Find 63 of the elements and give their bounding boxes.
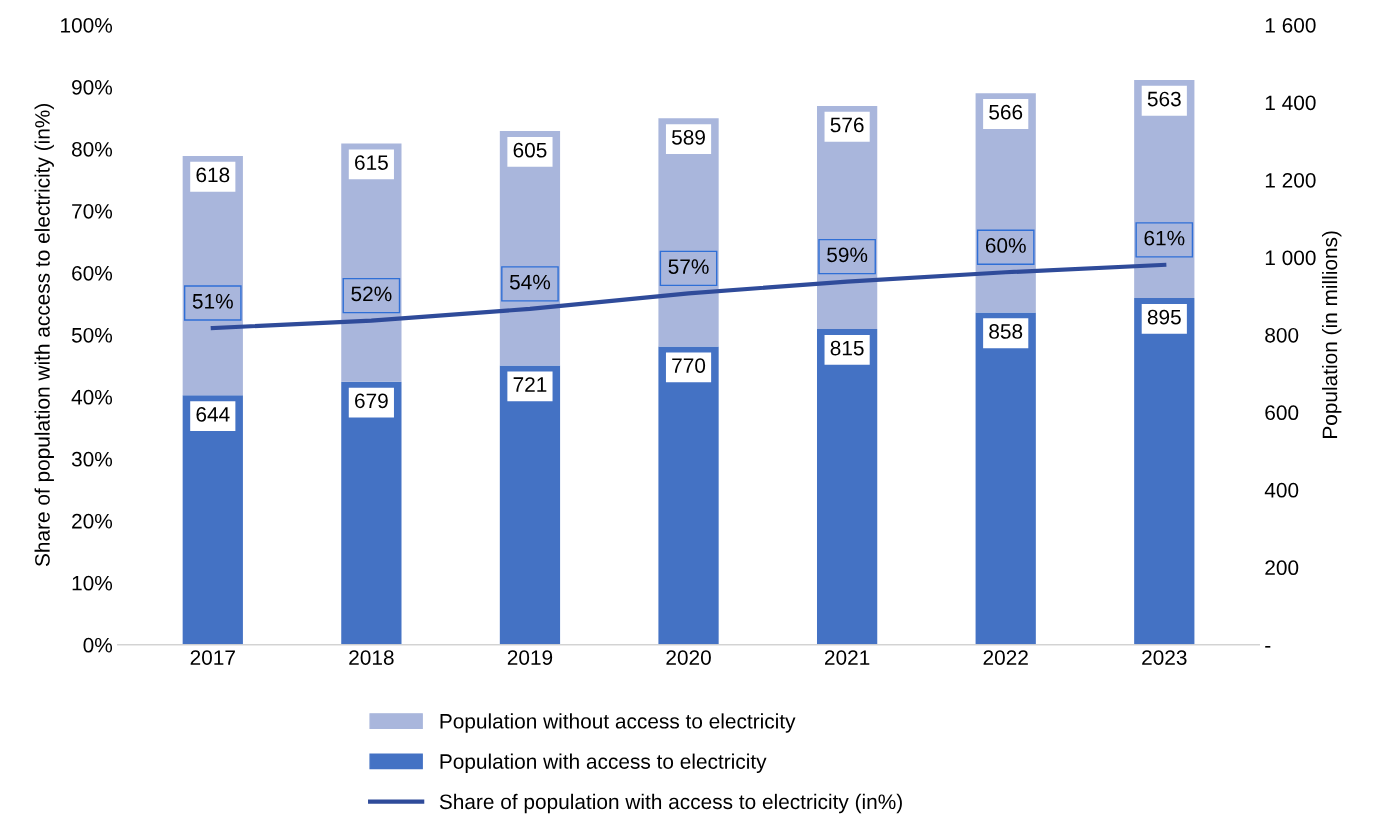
x-tick-label: 2023 [1142,650,1187,665]
data-label: 615 [355,155,388,170]
data-label: 815 [830,340,864,356]
data-label: 721 [513,377,547,392]
bar [499,365,561,645]
bar [658,346,719,645]
bar [182,155,243,396]
x-tick-label: 2019 [507,650,553,665]
data-label: 895 [1147,309,1181,325]
data-label: 52% [351,286,392,302]
y2-tick-label: 1 600 [1265,17,1316,33]
x-tick-label: 2018 [349,650,394,665]
y-tick-label: 20% [72,513,113,529]
bar [341,381,402,645]
data-label: 576 [830,117,864,133]
data-label: 57% [668,259,709,274]
y2-tick-label: 800 [1265,327,1299,343]
x-tick-label: 2021 [825,650,870,665]
legend-label: Population without access to electricity [440,713,796,733]
y-tick-label: 0% [83,637,113,653]
bar [975,312,1036,645]
data-label: 679 [355,393,388,409]
bar [341,143,402,382]
y-tick-label: 40% [71,389,113,405]
data-label: 61% [1144,230,1185,246]
data-label: 51% [192,293,233,309]
y2-tick-label: - [1265,646,1271,648]
y-axis-title: Share of population with access to electricity (in%) [34,103,54,567]
bar [816,329,878,645]
data-label: 605 [513,142,547,158]
legend-label: Share of population with access to electricity (in%) [439,793,902,814]
bar [182,395,243,645]
data-label: 770 [672,358,706,373]
y-tick-label: 90% [72,79,113,95]
y2-tick-label: 400 [1264,482,1299,498]
data-label: 618 [196,167,230,183]
y2-tick-label: 200 [1265,560,1299,576]
y-tick-label: 100% [61,17,113,33]
y2-axis-title: Population (in millions) [1321,231,1342,438]
bar [658,118,719,347]
y-tick-label: 50% [71,327,113,343]
data-label: 59% [827,247,868,263]
y-tick-label: 60% [72,265,113,281]
y-tick-label: 10% [72,575,113,591]
bar [1134,298,1195,645]
x-tick-label: 2022 [983,650,1028,665]
y2-tick-label: 1 000 [1265,250,1316,266]
data-label: 60% [985,238,1026,253]
data-label: 644 [196,406,230,422]
y2-tick-label: 1 400 [1265,95,1316,111]
data-label: 54% [509,274,551,290]
data-label: 858 [989,324,1023,339]
x-tick-label: 2017 [190,650,235,665]
legend-label: Population with access to electricity [440,753,767,773]
x-tick-label: 2020 [666,650,711,665]
y2-tick-label: 600 [1265,405,1299,421]
data-label: 566 [989,104,1023,120]
y-tick-label: 80% [71,141,113,157]
y-tick-label: 30% [71,451,113,467]
y2-tick-label: 1 200 [1265,172,1316,188]
y-tick-label: 70% [72,203,113,219]
data-label: 589 [672,129,705,145]
data-label: 563 [1147,91,1181,107]
